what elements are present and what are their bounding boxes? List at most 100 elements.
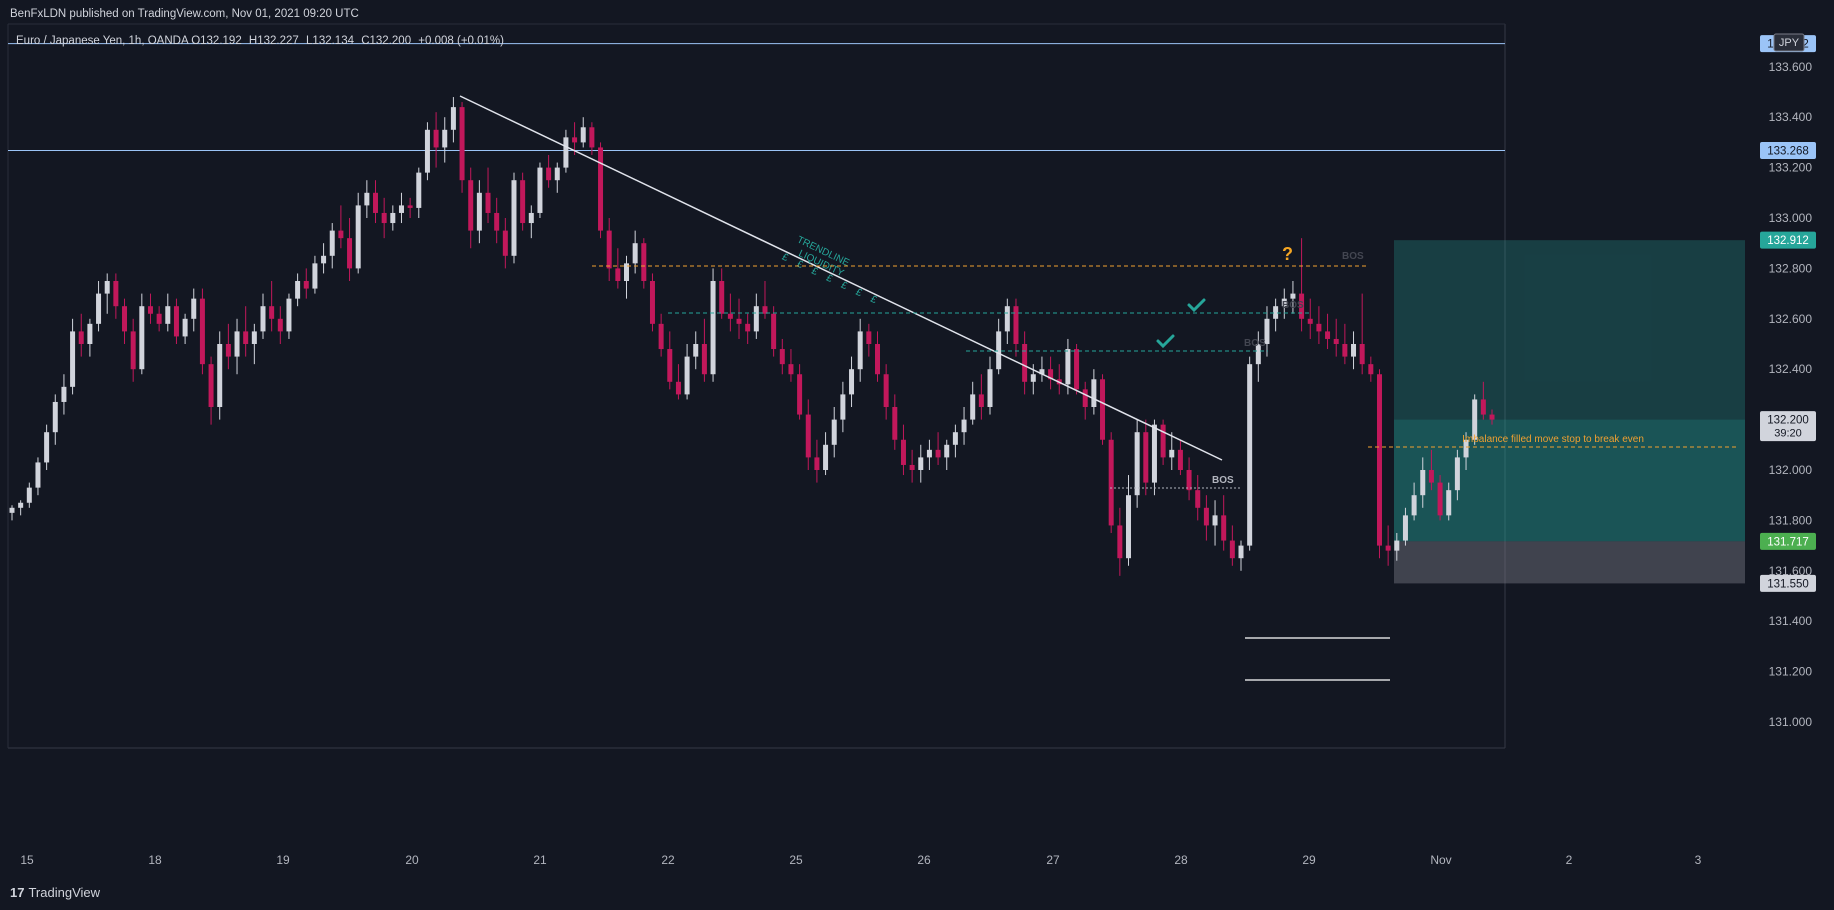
candle-body [528,212,534,224]
candle-body [9,507,15,513]
candle-body [321,255,327,264]
symbol-name[interactable]: Euro / Japanese Yen, 1h, OANDA [16,35,188,47]
candle-body [598,147,604,231]
candle-body [753,306,759,332]
candle-body [1420,470,1426,496]
y-tick-label: 133.400 [1769,110,1813,124]
candle-body [70,331,76,387]
candle-body [1195,490,1201,508]
candle-body [277,318,283,332]
candle-body [1264,318,1270,344]
countdown-label: 39:20 [1774,428,1802,440]
candle-body [952,432,958,445]
candle-body [1411,495,1417,516]
candle-body [459,107,465,181]
candle-body [295,281,301,299]
price-label: 132.200 [1767,415,1809,427]
candle-body [935,449,941,458]
candle-body [1290,293,1296,299]
bos-label: BOS [1282,300,1304,311]
candle-body [1480,399,1486,415]
candle-body [208,364,214,407]
candle-body [554,167,560,181]
candle-body [701,344,707,375]
candle-body [1039,369,1045,375]
candle-body [675,381,681,395]
candle-body [78,331,84,344]
price-label: 131.550 [1767,578,1809,590]
currency-badge [1773,33,1805,52]
price-label-bg [1760,411,1816,442]
candle-body [762,306,768,314]
candle-body [225,344,231,357]
candle-body [805,414,811,458]
candle-body [1281,298,1287,307]
candle-body [347,238,353,269]
candle-body [788,364,794,375]
candle-body [433,129,439,148]
candle-body [407,205,413,208]
candle-body [658,323,664,350]
candle-body [1238,545,1244,559]
tradingview-brand[interactable]: 17 TradingView [10,885,100,900]
candle-body [1402,515,1408,541]
candle-body [1463,439,1469,458]
candle-body [312,263,318,289]
candle-body [416,172,422,208]
candle-body [831,419,837,445]
stop-zone [1394,541,1745,584]
candle-body [113,281,119,307]
open-value: 132.192 [200,35,242,47]
bos-label: BOS [1342,251,1364,262]
candle-body [745,323,751,332]
candle-body [442,129,448,148]
candle-body [61,386,67,402]
candle-body [978,394,984,407]
candle-body [338,230,344,239]
y-tick-label: 132.000 [1769,463,1813,477]
candle-body [139,306,145,370]
candle-body [926,449,932,458]
check-icon [1187,298,1206,313]
candle-body [580,127,586,143]
price-label-bg [1760,141,1816,159]
candle-body [26,487,32,503]
candle-body [191,298,197,319]
close-label: C [361,35,370,47]
candle-body [1186,470,1192,491]
candle-body [883,374,889,407]
candle-body [1160,424,1166,458]
candle-body [892,407,898,440]
candle-body [355,205,361,269]
candle-body [52,401,58,433]
candle-body [1203,507,1209,526]
y-tick-label: 133.200 [1769,161,1813,175]
candle-body [485,192,491,213]
price-label: 133.268 [1767,145,1809,157]
candle-body [1428,470,1434,483]
candle-body [849,369,855,395]
candle-body [1134,432,1140,496]
candle-body [511,180,517,256]
candle-body [35,462,41,488]
candle-body [398,205,404,213]
low-label: L [306,35,313,47]
candle-body [494,212,500,231]
price-label-bg [1760,231,1816,249]
candle-body [1229,540,1235,559]
candle-body [1074,349,1080,390]
y-tick-label: 132.600 [1769,312,1813,326]
candle-body [771,313,777,350]
candle-body [918,457,924,470]
candle-body [996,331,1002,370]
candle-body [234,331,240,357]
x-tick-label: 27 [1046,853,1060,867]
candle-body [1169,449,1175,458]
candle-body [572,137,578,143]
price-label-bg [1760,574,1816,592]
candle-body [468,180,474,231]
price-label-bg [1760,532,1816,550]
candle-body [1013,306,1019,344]
